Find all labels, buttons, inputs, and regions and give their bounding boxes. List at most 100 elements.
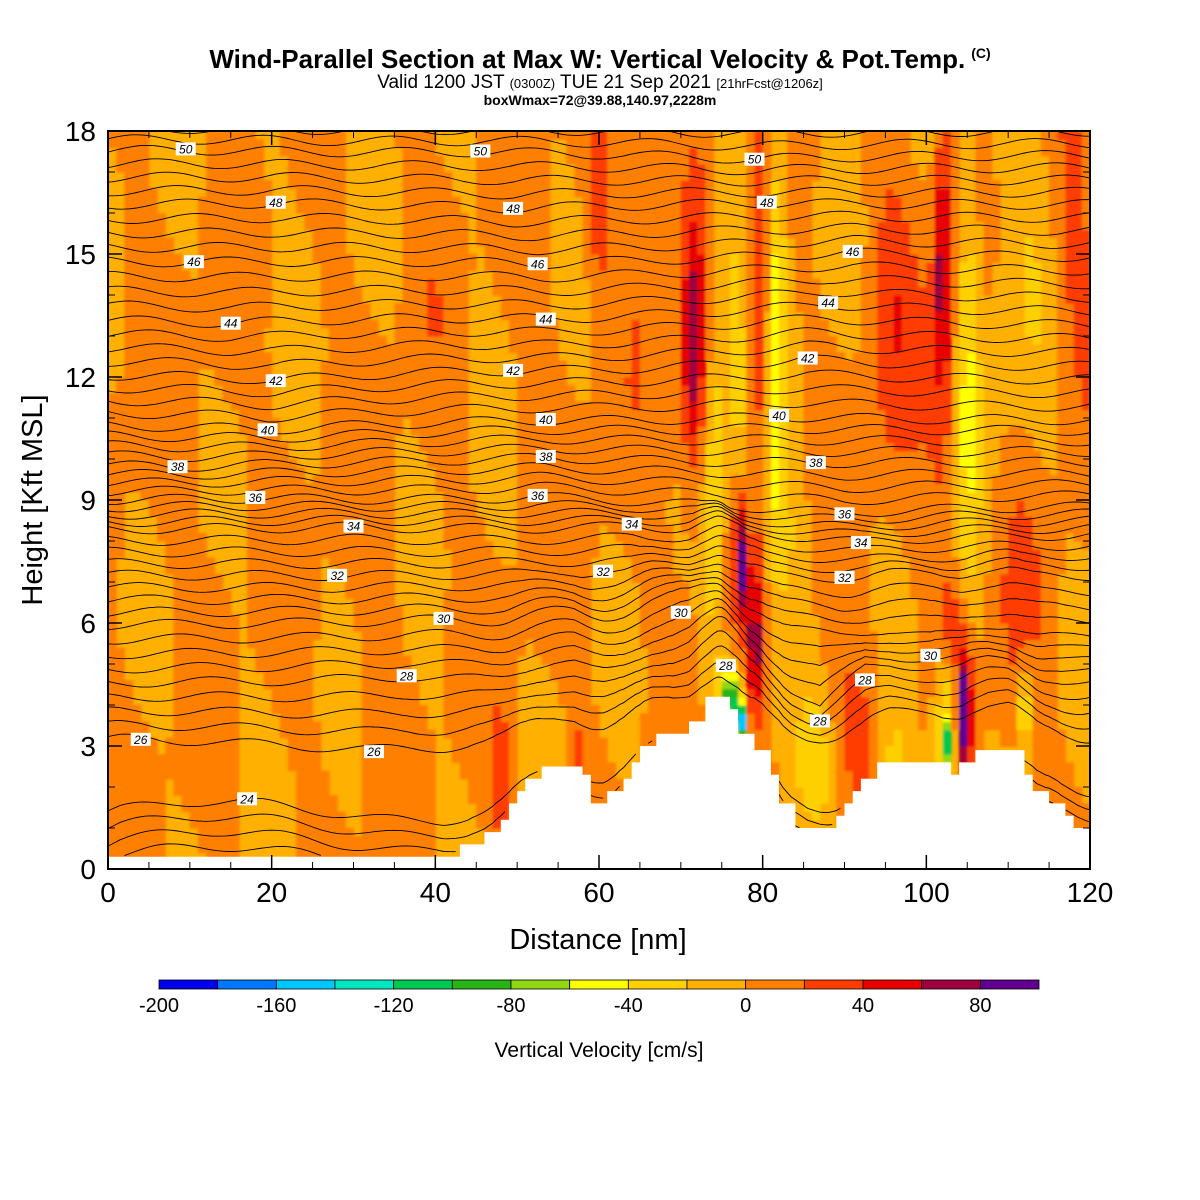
w-cell xyxy=(386,368,396,378)
w-cell xyxy=(230,819,240,829)
w-cell xyxy=(1081,811,1090,821)
w-cell xyxy=(476,746,486,755)
w-cell xyxy=(558,623,567,632)
w-cell xyxy=(361,680,371,690)
w-cell xyxy=(157,442,166,452)
w-cell xyxy=(247,401,256,411)
w-cell xyxy=(386,672,396,681)
w-cell xyxy=(1057,352,1067,362)
w-cell xyxy=(304,746,314,755)
w-cell xyxy=(754,623,764,632)
w-cell xyxy=(108,647,117,657)
w-cell xyxy=(402,409,412,419)
w-cell xyxy=(517,647,526,657)
w-cell xyxy=(639,385,649,394)
w-cell xyxy=(558,557,567,567)
w-cell xyxy=(713,590,723,599)
w-cell xyxy=(558,434,567,444)
w-cell xyxy=(828,450,837,460)
w-cell xyxy=(901,393,911,403)
w-cell xyxy=(566,746,576,755)
w-cell xyxy=(1016,565,1026,575)
w-cell xyxy=(664,450,674,460)
w-cell xyxy=(991,549,1001,558)
w-cell xyxy=(705,565,715,575)
w-cell xyxy=(1073,426,1083,435)
w-cell xyxy=(198,729,207,739)
w-cell xyxy=(173,631,183,640)
w-cell xyxy=(852,500,862,509)
w-cell xyxy=(165,549,175,558)
w-cell xyxy=(394,606,404,616)
w-cell xyxy=(983,713,993,722)
w-cell xyxy=(672,614,682,624)
w-cell xyxy=(918,508,927,517)
w-cell xyxy=(803,778,813,788)
forecast-info: [21hrFcst@1206z] xyxy=(716,76,823,91)
w-cell xyxy=(1016,459,1026,468)
w-cell xyxy=(288,647,297,657)
w-cell xyxy=(369,385,379,394)
w-cell xyxy=(869,639,878,649)
w-cell xyxy=(459,442,469,452)
w-cell xyxy=(181,450,191,460)
w-cell xyxy=(599,787,608,796)
w-cell xyxy=(738,647,747,657)
w-cell xyxy=(271,541,281,550)
w-cell xyxy=(877,393,887,403)
w-cell xyxy=(1040,614,1050,624)
w-cell xyxy=(631,549,641,558)
w-cell xyxy=(214,352,224,362)
w-cell xyxy=(836,664,846,673)
w-cell xyxy=(247,483,256,493)
w-cell xyxy=(754,467,764,476)
w-cell xyxy=(599,483,608,493)
w-cell xyxy=(459,582,469,591)
w-cell xyxy=(975,409,985,419)
w-cell xyxy=(967,688,977,698)
w-cell xyxy=(337,508,346,517)
w-cell xyxy=(590,795,600,804)
w-cell xyxy=(1032,524,1042,534)
w-cell xyxy=(705,442,715,452)
w-cell xyxy=(942,614,952,624)
w-cell xyxy=(860,418,870,427)
w-cell xyxy=(828,442,837,452)
w-cell xyxy=(1040,532,1050,542)
w-cell xyxy=(1024,713,1034,722)
w-cell xyxy=(934,573,944,583)
w-cell xyxy=(386,508,396,517)
w-cell xyxy=(918,377,927,386)
w-cell xyxy=(468,639,477,649)
w-cell xyxy=(549,401,559,411)
w-cell xyxy=(959,746,968,755)
w-cell xyxy=(648,713,657,722)
w-cell xyxy=(811,795,821,804)
w-cell xyxy=(173,680,183,690)
w-cell xyxy=(1073,475,1083,485)
w-cell xyxy=(689,705,698,714)
w-cell xyxy=(468,655,477,665)
w-cell xyxy=(664,614,674,624)
w-cell xyxy=(279,721,289,731)
w-cell xyxy=(173,401,183,411)
w-cell xyxy=(451,541,461,550)
w-cell xyxy=(656,442,666,452)
w-cell xyxy=(165,418,175,427)
w-cell xyxy=(1073,516,1083,526)
w-cell xyxy=(500,573,510,583)
w-cell xyxy=(664,631,674,640)
w-cell xyxy=(402,664,412,673)
w-cell xyxy=(1049,762,1058,772)
w-cell xyxy=(689,696,698,706)
w-cell xyxy=(222,787,232,796)
w-cell xyxy=(484,721,494,731)
w-cell xyxy=(680,368,690,378)
w-cell xyxy=(247,344,256,353)
w-cell xyxy=(492,631,502,640)
w-cell xyxy=(574,598,584,608)
w-cell xyxy=(1049,647,1058,657)
w-cell xyxy=(443,524,453,534)
w-cell xyxy=(140,844,150,854)
w-cell xyxy=(361,573,371,583)
